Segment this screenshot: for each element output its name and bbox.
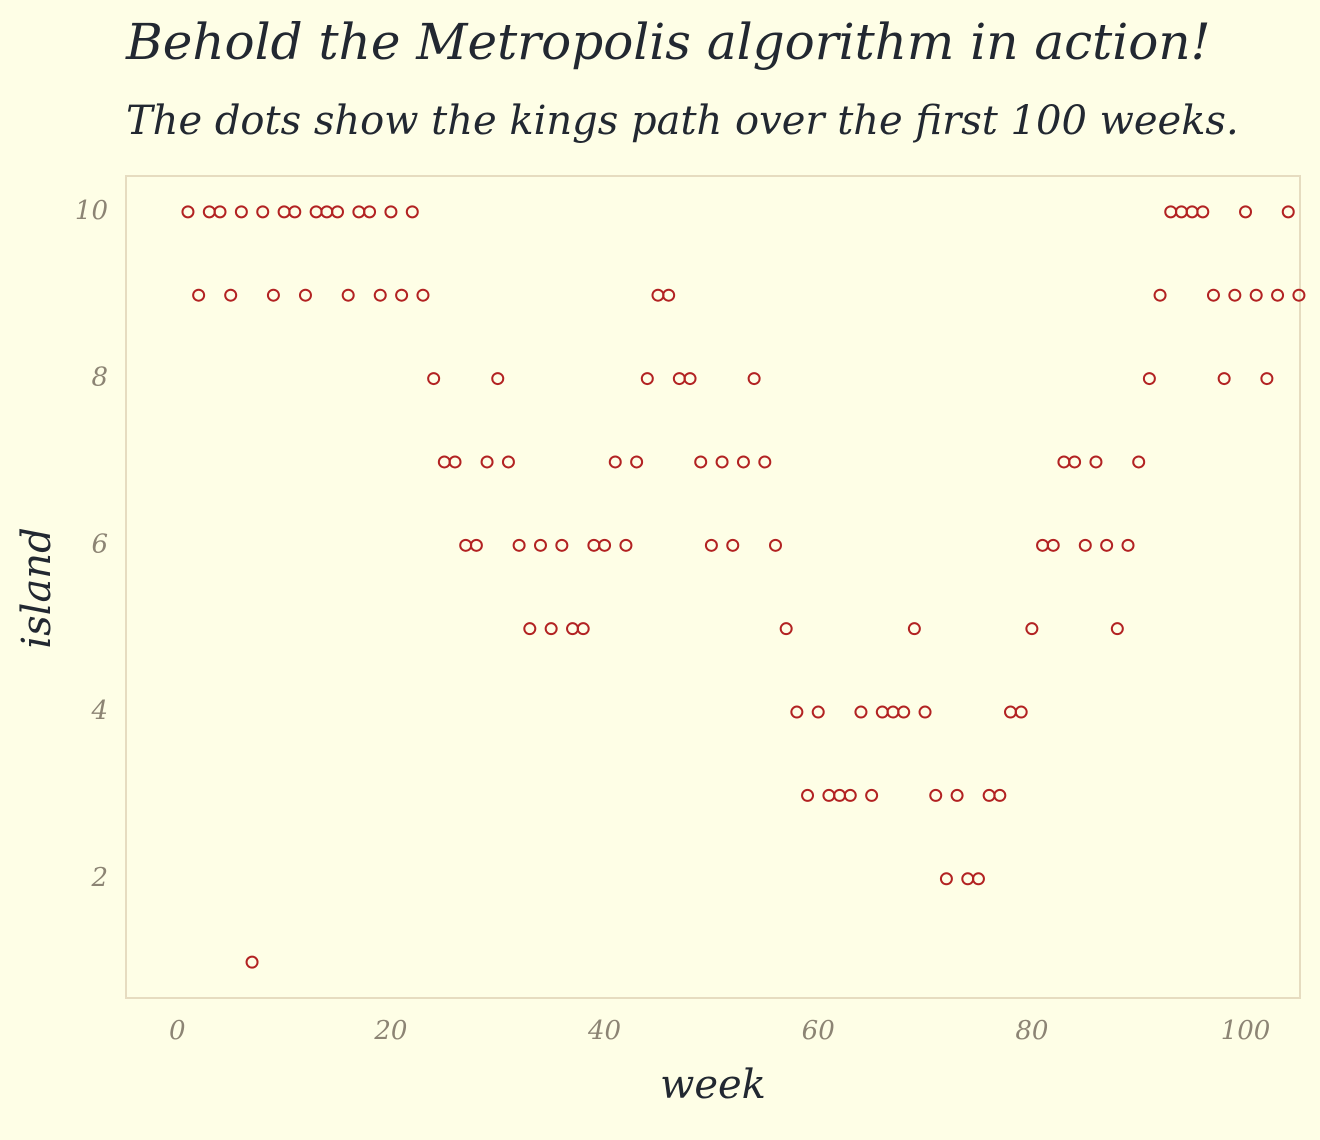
y-tick-label: 8 — [91, 363, 108, 393]
y-tick-label: 2 — [90, 863, 108, 893]
x-tick-label: 0 — [169, 1016, 186, 1046]
chart-subtitle: The dots show the kings path over the fi… — [126, 98, 1239, 144]
y-tick-label: 6 — [91, 529, 108, 559]
x-tick-label: 20 — [373, 1016, 407, 1046]
y-axis-label: island — [14, 527, 60, 648]
y-tick-label: 4 — [90, 696, 108, 726]
chart-title: Behold the Metropolis algorithm in actio… — [125, 13, 1211, 71]
x-axis-label: week — [660, 1062, 766, 1108]
x-tick-label: 80 — [1015, 1016, 1048, 1046]
x-tick-label: 60 — [802, 1016, 835, 1046]
x-tick-label: 100 — [1221, 1016, 1271, 1046]
y-tick-label: 10 — [75, 196, 108, 226]
x-tick-label: 40 — [587, 1016, 621, 1046]
